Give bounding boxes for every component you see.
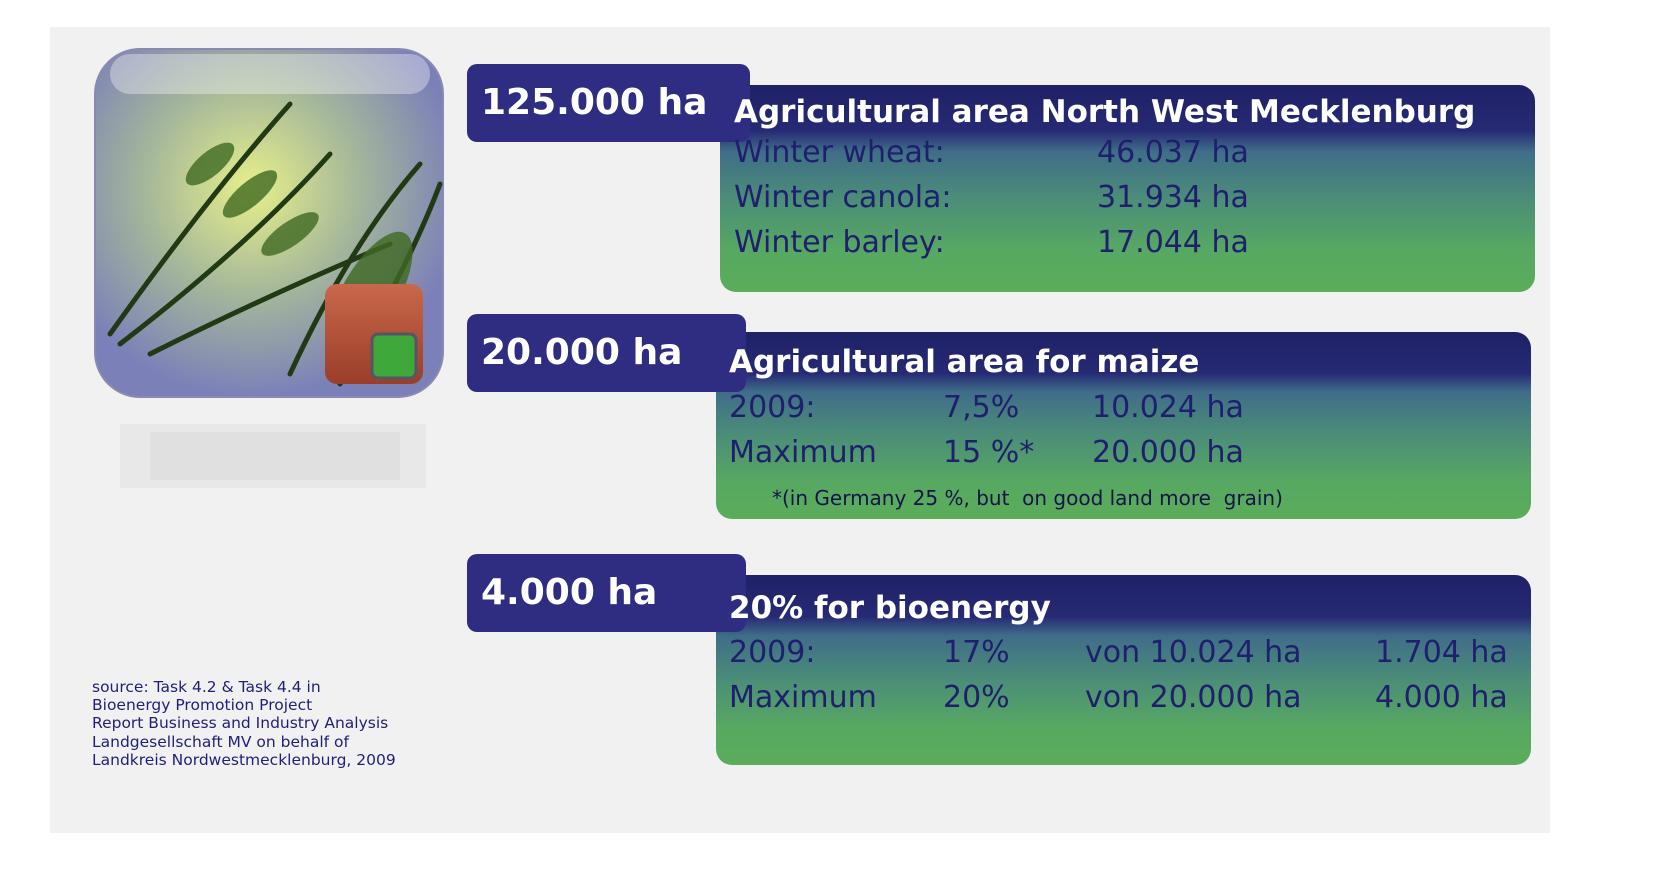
row-cell: 10.024 ha [1092, 390, 1244, 425]
row-cell: 20% [943, 680, 1010, 715]
box-title: 20% for bioenergy [729, 590, 1051, 626]
source-line: Bioenergy Promotion Project [92, 696, 312, 714]
row-cell: 7,5% [943, 390, 1019, 425]
row-cell: 15 %* [943, 435, 1034, 470]
row-cell: Winter barley: [734, 225, 945, 260]
row-cell: Winter canola: [734, 180, 952, 215]
row-cell: 20.000 ha [1092, 435, 1244, 470]
total-area: 4.000 ha [481, 572, 657, 613]
logo-icon [90, 44, 450, 494]
row-cell: 1.704 ha [1375, 635, 1508, 670]
row-cell: Maximum [729, 680, 877, 715]
source-line: source: Task 4.2 & Task 4.4 in [92, 678, 321, 696]
row-cell: Maximum [729, 435, 877, 470]
box-title: Agricultural area North West Mecklenburg [734, 94, 1475, 130]
row-cell: 46.037 ha [1097, 135, 1249, 170]
total-area: 20.000 ha [481, 332, 682, 373]
row-cell: von 10.024 ha [1085, 635, 1302, 670]
footnote: *(in Germany 25 %, but on good land more… [772, 486, 1283, 510]
row-cell: 17.044 ha [1097, 225, 1249, 260]
source-line: Landkreis Nordwestmecklenburg, 2009 [92, 751, 396, 769]
row-cell: Winter wheat: [734, 135, 945, 170]
total-area: 125.000 ha [481, 82, 707, 123]
row-cell: 2009: [729, 635, 815, 670]
page: {"blocks": [ {"total": "125.000 ha", "ti… [0, 0, 1661, 883]
row-cell: 4.000 ha [1375, 680, 1508, 715]
box-title: Agricultural area for maize [729, 344, 1199, 380]
row-cell: 2009: [729, 390, 815, 425]
source-line: Report Business and Industry Analysis [92, 714, 388, 732]
row-cell: 17% [943, 635, 1010, 670]
row-cell: von 20.000 ha [1085, 680, 1302, 715]
row-cell: 31.934 ha [1097, 180, 1249, 215]
source-line: Landgesellschaft MV on behalf of [92, 733, 349, 751]
